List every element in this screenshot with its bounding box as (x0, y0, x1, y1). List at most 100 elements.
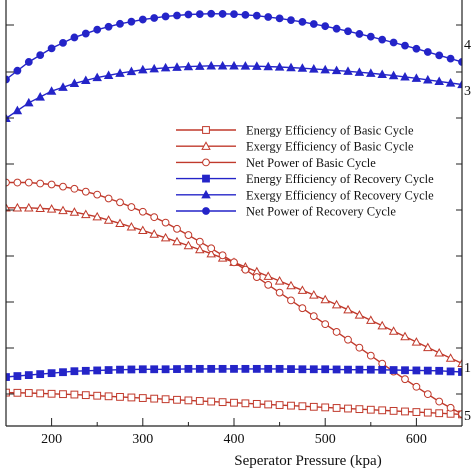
data-point (218, 364, 227, 373)
legend-label-4: Exergy Efficiency of Recovery Cycle (246, 188, 434, 202)
data-point (252, 364, 261, 373)
data-point (252, 11, 261, 20)
data-point (366, 351, 375, 360)
data-point (195, 244, 205, 254)
data-point (230, 364, 238, 373)
data-point (46, 86, 57, 95)
legend-item-5: Net Power of Recovery Cycle (176, 205, 396, 219)
data-point (92, 211, 102, 221)
data-point (389, 366, 398, 374)
data-point (435, 397, 444, 406)
data-point (411, 337, 422, 346)
data-point (229, 60, 239, 70)
data-point (126, 66, 137, 76)
data-point (230, 398, 238, 407)
series-5 (6, 9, 462, 84)
data-point (457, 358, 462, 368)
data-point (70, 33, 79, 42)
data-point (388, 70, 399, 80)
legend-item-1: Exergy Efficiency of Basic Cycle (176, 140, 414, 154)
series-1 (6, 202, 462, 368)
x-tick-label-400: 400 (224, 432, 245, 447)
data-point (423, 74, 433, 84)
data-point (445, 78, 456, 87)
data-point (81, 187, 90, 196)
data-point (241, 265, 250, 274)
data-point (207, 397, 216, 406)
data-point (389, 38, 398, 47)
data-point (355, 405, 364, 414)
data-point (275, 401, 284, 409)
data-point (173, 365, 181, 373)
data-point (35, 92, 45, 101)
data-point (286, 62, 296, 72)
data-point (59, 368, 67, 377)
data-point (138, 15, 147, 24)
data-point (434, 76, 444, 86)
data-point (93, 366, 102, 375)
data-point (331, 299, 342, 309)
data-point (309, 312, 318, 321)
data-point (149, 229, 159, 238)
data-point (412, 44, 421, 53)
data-point (354, 310, 365, 319)
data-point (36, 51, 45, 60)
data-point (207, 364, 216, 373)
data-point (400, 71, 410, 81)
data-point (116, 365, 124, 374)
data-point (36, 389, 45, 398)
data-point (309, 402, 318, 411)
data-point (457, 79, 462, 89)
data-point (264, 13, 273, 21)
data-point (388, 326, 399, 335)
data-point (366, 68, 376, 77)
data-point (81, 366, 90, 375)
legend-marker-3 (202, 174, 210, 183)
data-point (446, 54, 455, 63)
data-point (138, 365, 147, 374)
y-tick-label-right-1: 3 (464, 84, 471, 99)
data-point (127, 393, 136, 402)
data-point (423, 48, 432, 56)
data-point (173, 395, 181, 404)
legend: Energy Efficiency of Basic Cycle Exergy E… (176, 124, 434, 219)
legend-label-1: Exergy Efficiency of Basic Cycle (246, 140, 414, 154)
legend-marker-5 (202, 207, 210, 215)
series-0 (6, 388, 462, 419)
data-point (344, 27, 352, 36)
data-point (321, 22, 330, 31)
data-point (138, 225, 148, 235)
data-point (127, 365, 136, 374)
data-point (321, 320, 330, 329)
data-point (161, 395, 170, 404)
data-point (412, 408, 421, 416)
y-tick-label-right-2: 1 (464, 361, 471, 376)
data-point (172, 62, 182, 71)
data-point (446, 367, 455, 376)
data-point (287, 401, 295, 410)
data-point (263, 271, 273, 280)
data-point (309, 365, 318, 374)
data-point (366, 32, 375, 41)
data-point (6, 178, 10, 187)
data-point (423, 342, 433, 352)
data-point (309, 20, 318, 28)
data-point (355, 365, 364, 374)
data-point (36, 179, 45, 188)
data-point (93, 190, 102, 199)
data-point (93, 25, 102, 34)
data-point (116, 198, 124, 207)
data-point (138, 64, 148, 74)
data-point (115, 218, 125, 228)
data-point (24, 389, 33, 397)
data-point (458, 368, 462, 376)
data-point (458, 410, 462, 418)
data-point (58, 205, 68, 215)
data-point (344, 404, 352, 413)
data-point (445, 353, 456, 362)
data-point (263, 61, 273, 71)
data-point (104, 194, 113, 203)
data-point (47, 180, 56, 189)
data-point (435, 366, 444, 375)
data-point (355, 343, 364, 352)
